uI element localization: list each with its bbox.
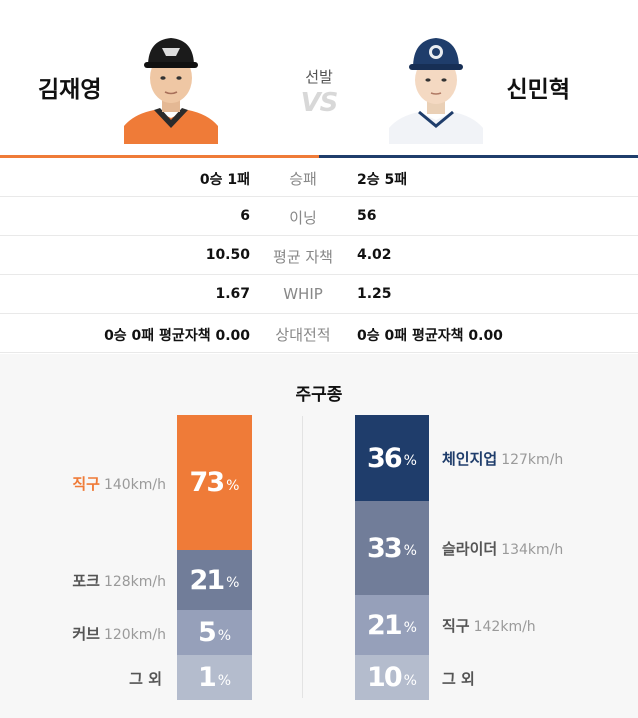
- pitch-percent: 33: [367, 532, 403, 564]
- right-pitch-bar-segment: 36%: [355, 415, 429, 502]
- pitch-name: 체인지업: [442, 450, 498, 469]
- right-pitch-label: 직구 142km/h: [442, 615, 536, 636]
- pitch-speed: 140km/h: [103, 476, 166, 493]
- pitch-divider: [302, 416, 303, 698]
- right-player-avatar-icon: [389, 38, 483, 144]
- pitch-percent: 1: [197, 662, 217, 693]
- pitch-percent: 21: [189, 564, 226, 596]
- pitch-percent: 73: [189, 467, 226, 499]
- left-player-photo[interactable]: [124, 30, 218, 144]
- left-pitch-bar-segment: 5%: [177, 610, 252, 655]
- left-stat-value: 6: [240, 208, 250, 224]
- right-player-name[interactable]: 신민혁: [506, 77, 570, 103]
- right-player-photo[interactable]: [389, 30, 483, 144]
- pitch-mix-title: 주구종: [295, 385, 343, 405]
- pitch-name: 그 외: [129, 669, 162, 688]
- right-pitch-label: 체인지업 127km/h: [442, 448, 563, 469]
- pitch-name: 직구: [72, 474, 100, 493]
- stat-row-innings: 6 이닝 56: [0, 197, 638, 236]
- percent-unit: %: [403, 672, 417, 689]
- right-pitch-bar-segment: 10%: [355, 655, 429, 700]
- stat-label: 승패: [289, 170, 317, 188]
- left-team-color-bar: [0, 155, 319, 158]
- left-pitch-bar-segment: 73%: [177, 415, 252, 551]
- matchup-header: 김재영 선발 VS: [0, 0, 638, 158]
- left-pitch-label: 그 외: [129, 668, 166, 689]
- right-stat-value: 1.25: [357, 286, 392, 302]
- left-pitch-label: 포크 128km/h: [72, 570, 166, 591]
- left-player-avatar-icon: [124, 38, 218, 144]
- left-pitch-label: 커브 120km/h: [72, 623, 166, 644]
- left-pitch-bar-segment: 1%: [177, 655, 252, 700]
- pitch-percent: 10: [367, 662, 403, 693]
- right-pitch-bar-segment: 33%: [355, 501, 429, 596]
- left-stat-value: 0승 1패: [199, 172, 250, 188]
- percent-unit: %: [403, 620, 417, 637]
- pitch-name: 그 외: [442, 669, 475, 688]
- right-pitch-bar-segment: 21%: [355, 595, 429, 655]
- pitch-name: 포크: [72, 572, 100, 591]
- right-pitch-label: 슬라이더 134km/h: [442, 538, 563, 559]
- stat-label: 평균 자책: [273, 248, 333, 266]
- left-stat-value: 0승 0패 평균자책 0.00: [104, 328, 250, 344]
- percent-unit: %: [217, 672, 232, 689]
- stat-label: 이닝: [289, 209, 317, 227]
- pitch-name: 직구: [442, 617, 470, 636]
- pitch-speed: 134km/h: [501, 542, 564, 559]
- stat-row-head-to-head: 0승 0패 평균자책 0.00 상대전적 0승 0패 평균자책 0.00: [0, 314, 638, 353]
- right-stat-value: 4.02: [357, 247, 392, 263]
- pitch-speed: 128km/h: [103, 574, 166, 591]
- right-pitch-label: 그 외: [442, 668, 479, 689]
- right-stat-value: 2승 5패: [357, 172, 408, 188]
- pitch-speed: 127km/h: [501, 452, 564, 469]
- left-pitch-label: 직구 140km/h: [72, 473, 166, 494]
- percent-unit: %: [403, 453, 417, 470]
- pitch-percent: 36: [367, 442, 403, 474]
- pitch-percent: 5: [197, 617, 217, 648]
- right-team-color-bar: [319, 155, 638, 158]
- left-player-name[interactable]: 김재영: [38, 77, 102, 103]
- right-stat-value: 56: [357, 208, 377, 224]
- vs-label: VS: [300, 88, 339, 118]
- pitch-mix-section: 주구종 73% 21% 5% 1% 직구 140km/h 포크 128km/h 커브…: [0, 354, 638, 718]
- stat-label: WHIP: [283, 285, 323, 303]
- stat-row-era: 10.50 평균 자책 4.02: [0, 236, 638, 275]
- pitch-name: 커브: [72, 624, 100, 643]
- left-stat-value: 1.67: [215, 286, 250, 302]
- stats-table: 0승 1패 승패 2승 5패 6 이닝 56 10.50 평균 자책 4.02 …: [0, 158, 638, 353]
- pitch-percent: 21: [367, 609, 403, 641]
- stat-row-whip: 1.67 WHIP 1.25: [0, 275, 638, 314]
- percent-unit: %: [226, 477, 240, 494]
- right-stat-value: 0승 0패 평균자책 0.00: [357, 328, 503, 344]
- stat-row-record: 0승 1패 승패 2승 5패: [0, 158, 638, 197]
- percent-unit: %: [217, 627, 232, 644]
- percent-unit: %: [403, 543, 417, 560]
- stat-label: 상대전적: [275, 326, 331, 344]
- left-pitch-bar-segment: 21%: [177, 550, 252, 610]
- pitch-speed: 120km/h: [103, 626, 166, 643]
- percent-unit: %: [226, 575, 240, 592]
- left-stat-value: 10.50: [205, 247, 250, 263]
- starter-label: 선발: [305, 68, 333, 86]
- pitch-name: 슬라이더: [442, 540, 498, 559]
- pitch-speed: 142km/h: [473, 619, 536, 636]
